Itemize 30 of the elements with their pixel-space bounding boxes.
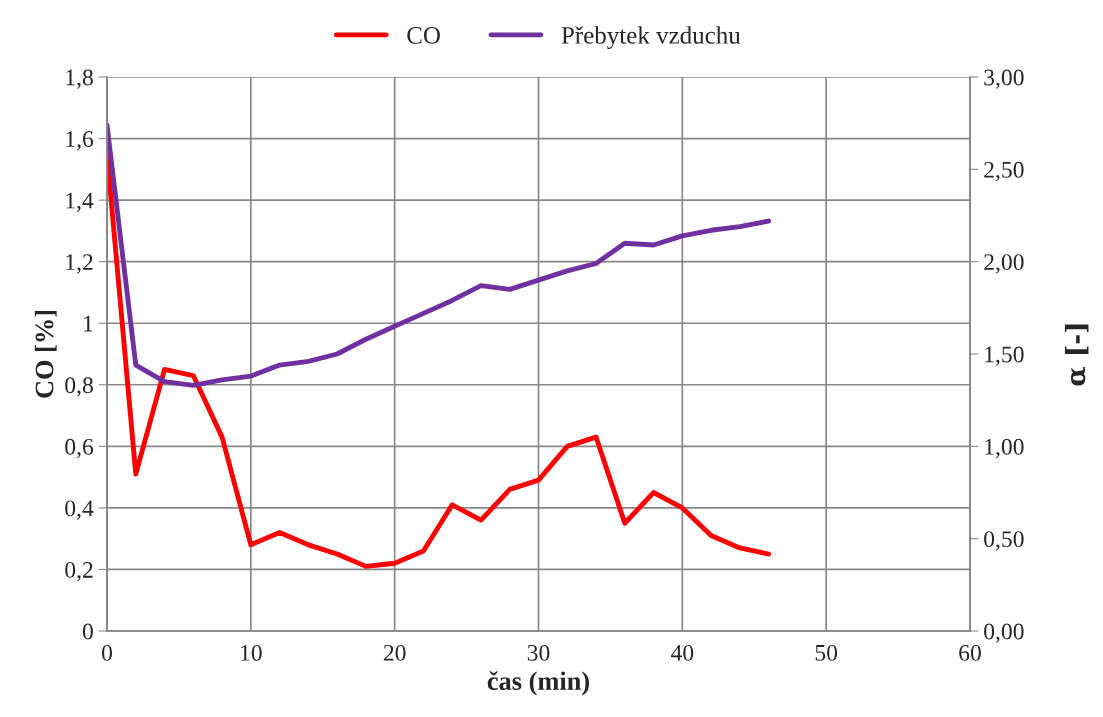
y-tick-label: 1: [84, 315, 93, 332]
x-tick-label: 50: [815, 644, 838, 661]
legend-label: Přebytek vzduchu: [561, 26, 741, 49]
x-tick-label: 20: [383, 644, 406, 661]
y-tick-label: 1,2: [66, 254, 93, 274]
y-tick-label: 0,4: [65, 500, 94, 520]
y-tick-label: 1,6: [66, 131, 94, 151]
line-series: [107, 122, 772, 388]
y2-tick-label: 0,50: [984, 531, 1024, 551]
y-tick-label: 0,8: [65, 377, 93, 397]
y2-tick-label: 3,00: [984, 69, 1024, 89]
y-tick-label: 0,2: [65, 561, 93, 582]
y-tick-label: 1,8: [66, 69, 93, 89]
x-tick-label: 60: [959, 644, 981, 661]
x-tick-label: 10: [241, 644, 262, 661]
y-tick-label: 0,6: [65, 438, 94, 459]
y2-tick-label: 0,00: [984, 623, 1024, 643]
y-tick-label: 1,4: [66, 192, 94, 212]
legend-label: CO: [407, 27, 440, 44]
y2-tick-label: 2,50: [984, 161, 1024, 182]
y2-tick-label: 1,00: [985, 438, 1024, 459]
y2-tick-label: 2,00: [984, 254, 1024, 274]
x-tick-label: 40: [670, 644, 694, 661]
x-axis-title: čas (min): [487, 671, 590, 696]
y-tick-label: 0: [82, 623, 93, 640]
y2-axis-title: α [-]: [1064, 324, 1089, 386]
x-tick-label: 30: [527, 644, 550, 661]
y2-tick-label: 1,50: [985, 346, 1024, 366]
x-tick-label: 0: [102, 644, 112, 661]
y-axis-title: CO [%]: [34, 310, 57, 398]
